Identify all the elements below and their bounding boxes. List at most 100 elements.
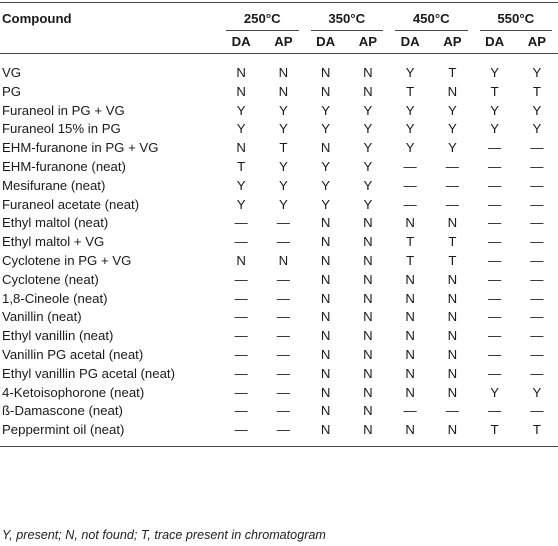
method-header: AP	[358, 34, 378, 49]
result-cell: N	[405, 271, 415, 287]
result-cell: Y	[363, 102, 373, 118]
result-cell: —	[488, 177, 502, 193]
result-cell: N	[320, 83, 331, 99]
compound-name: 1,8-Cineole (neat)	[2, 290, 108, 306]
table-row: Furaneol in PG + VG Y Y Y Y Y Y Y Y	[0, 102, 558, 121]
result-cell: —	[403, 196, 417, 212]
result-cell: Y	[363, 140, 373, 156]
result-cell: —	[530, 365, 544, 381]
result-cell: —	[403, 158, 417, 174]
result-cell: N	[236, 65, 246, 80]
result-cell: T	[448, 234, 457, 250]
result-cell: N	[363, 252, 373, 268]
compound-name: Ethyl vanillin PG acetal (neat)	[2, 365, 175, 381]
result-cell: Y	[532, 65, 542, 80]
result-cell: —	[530, 252, 544, 268]
result-cell: —	[276, 346, 290, 362]
result-cell: —	[530, 158, 544, 174]
method-header: AP	[527, 34, 547, 49]
result-cell: —	[530, 140, 544, 156]
result-cell: —	[276, 271, 290, 287]
result-cell: —	[488, 328, 502, 344]
result-cell: N	[363, 422, 373, 438]
result-cell: Y	[490, 121, 500, 137]
result-cell: —	[530, 403, 544, 419]
table-row: EHM-furanone (neat) T Y Y Y — — — —	[0, 158, 558, 177]
result-cell: —	[276, 215, 290, 231]
result-cell: Y	[405, 65, 415, 80]
result-cell: N	[447, 83, 458, 99]
result-cell: N	[405, 290, 415, 306]
compound-name: EHM-furanone (neat)	[2, 158, 126, 174]
result-cell: Y	[363, 158, 373, 174]
group-rule	[310, 30, 383, 31]
result-cell: —	[488, 309, 502, 325]
method-header: DA	[400, 34, 420, 49]
result-cell: —	[403, 177, 417, 193]
result-cell: N	[363, 346, 373, 362]
result-cell: N	[405, 215, 415, 231]
result-cell: N	[447, 215, 458, 231]
result-cell: N	[363, 290, 373, 306]
result-cell: —	[445, 196, 459, 212]
result-cell: —	[530, 177, 544, 193]
method-header: AP	[443, 34, 462, 49]
result-cell: Y	[278, 196, 288, 212]
result-cell: Y	[236, 121, 246, 137]
table-row: Vanillin (neat) — — N N N N — —	[0, 308, 558, 327]
compound-name: Ethyl maltol + VG	[2, 234, 105, 250]
header-row-methods: DA AP DA AP DA AP DA AP	[0, 29, 558, 54]
result-cell: —	[276, 422, 290, 438]
result-cell: Y	[532, 121, 542, 137]
result-cell: N	[278, 83, 289, 99]
result-cell: N	[320, 309, 331, 325]
result-cell: N	[447, 422, 458, 438]
result-cell: Y	[405, 102, 415, 118]
result-cell: N	[363, 271, 373, 287]
table-footnote: Y, present; N, not found; T, trace prese…	[2, 528, 326, 542]
result-cell: —	[530, 328, 544, 344]
result-cell: N	[320, 346, 331, 362]
result-cell: Y	[447, 121, 457, 137]
result-cell: N	[405, 309, 415, 325]
compound-name: PG	[2, 83, 22, 99]
result-cell: —	[276, 290, 290, 306]
result-cell: N	[447, 346, 458, 362]
result-cell: —	[488, 140, 502, 156]
table-row: Mesifurane (neat) Y Y Y Y — — — —	[0, 177, 558, 196]
compound-name: Vanillin PG acetal (neat)	[2, 346, 144, 362]
result-cell: T	[406, 234, 415, 250]
compound-name: Ethyl vanillin (neat)	[2, 328, 114, 344]
result-cell: —	[530, 196, 544, 212]
result-cell: Y	[532, 102, 542, 118]
result-cell: —	[488, 234, 502, 250]
table-row: Cyclotene (neat) — — N N N N — —	[0, 271, 558, 290]
result-cell: —	[488, 271, 502, 287]
table-row: 4-Ketoisophorone (neat) — — N N N N Y Y	[0, 384, 558, 403]
result-cell: N	[363, 309, 373, 325]
result-cell: —	[234, 290, 248, 306]
result-cell: N	[447, 290, 458, 306]
result-cell: —	[234, 309, 248, 325]
group-rule	[479, 30, 552, 31]
result-cell: —	[530, 234, 544, 250]
result-cell: N	[320, 252, 331, 268]
method-header: DA	[485, 34, 505, 49]
result-cell: —	[234, 384, 248, 400]
result-cell: Y	[447, 140, 457, 156]
result-cell: —	[234, 403, 248, 419]
result-cell: N	[363, 365, 373, 381]
result-cell: —	[488, 403, 502, 419]
result-cell: N	[405, 384, 415, 400]
result-cell: N	[363, 384, 373, 400]
table-row: 1,8-Cineole (neat) — — N N N N — —	[0, 290, 558, 309]
compound-name: Mesifurane (neat)	[2, 177, 106, 193]
result-cell: T	[490, 83, 499, 99]
result-cell: Y	[321, 102, 331, 118]
result-cell: N	[320, 215, 331, 231]
result-cell: —	[276, 365, 290, 381]
compound-name: Furaneol in PG + VG	[2, 102, 125, 118]
result-cell: N	[405, 328, 415, 344]
result-cell: Y	[321, 177, 331, 193]
result-cell: —	[488, 252, 502, 268]
